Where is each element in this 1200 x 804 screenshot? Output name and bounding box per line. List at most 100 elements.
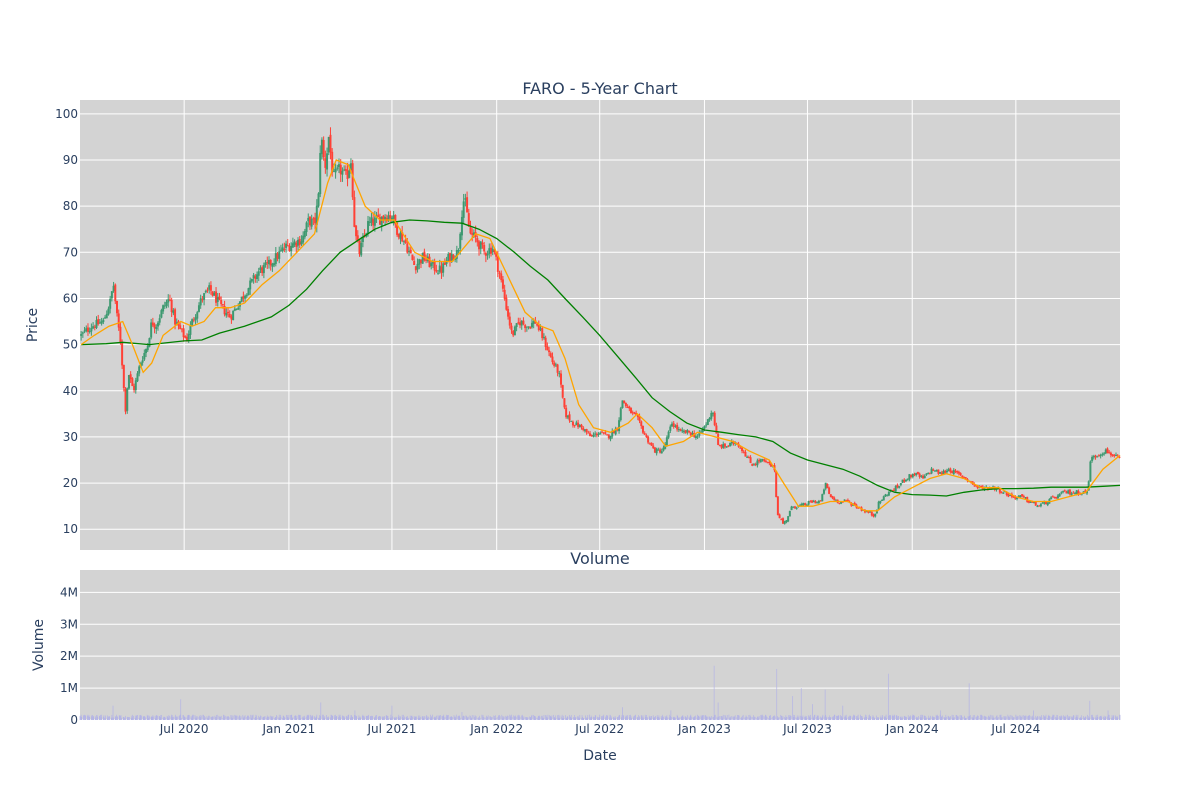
volume-bar	[282, 717, 283, 720]
volume-bar	[861, 716, 863, 720]
volume-bar	[688, 716, 690, 720]
candle-body	[814, 501, 817, 504]
candle-body	[227, 311, 230, 314]
price-y-tick-label: 80	[63, 199, 78, 213]
candle-body	[1007, 494, 1010, 497]
volume-bar	[204, 717, 206, 720]
volume-bar	[924, 715, 926, 720]
volume-bar	[295, 717, 297, 720]
volume-bar	[451, 716, 453, 720]
volume-bar	[721, 716, 722, 720]
volume-bar	[629, 717, 631, 720]
volume-bar	[694, 716, 696, 720]
volume-bar	[971, 717, 973, 720]
volume-bar	[1065, 716, 1066, 720]
candle-body	[1044, 501, 1047, 505]
volume-bar	[434, 717, 436, 720]
volume-bar	[860, 714, 861, 720]
candle-body	[648, 443, 651, 445]
volume-bar	[1079, 717, 1081, 720]
volume-bar	[398, 718, 400, 720]
candle-body	[817, 500, 820, 503]
x-tick-label: Jan 2022	[469, 722, 523, 736]
volume-bar	[240, 718, 241, 720]
candle-body	[546, 346, 549, 351]
candle-body	[349, 163, 352, 171]
volume-bar	[92, 716, 94, 720]
volume-bar	[932, 716, 934, 720]
volume-bar	[150, 716, 152, 720]
volume-bar	[95, 717, 97, 720]
volume-bar	[638, 717, 640, 720]
candle-body	[180, 328, 183, 330]
volume-bar	[539, 715, 540, 720]
volume-bar	[976, 717, 977, 720]
volume-bar	[405, 717, 407, 720]
volume-bar	[447, 715, 449, 720]
volume-bar	[339, 716, 340, 720]
candle-body	[578, 425, 581, 428]
volume-bar	[893, 716, 894, 720]
volume-bar	[614, 716, 616, 720]
volume-bar	[742, 715, 743, 720]
volume-bar	[167, 717, 169, 720]
x-tick-label: Jul 2020	[159, 722, 209, 736]
candle-body	[708, 417, 711, 420]
candle-body	[404, 239, 407, 243]
candle-body	[641, 425, 644, 433]
candle-body	[775, 471, 778, 497]
volume-bar	[920, 714, 922, 720]
volume-bar	[511, 716, 513, 720]
volume-bar	[136, 715, 137, 720]
candle-body	[1072, 492, 1075, 494]
volume-bar	[981, 715, 983, 720]
volume-bar	[1016, 715, 1018, 720]
volume-bar	[415, 716, 417, 720]
volume-bar	[320, 702, 322, 720]
volume-bar	[992, 715, 994, 720]
volume-bar	[335, 714, 336, 720]
volume-bar	[1069, 715, 1071, 720]
volume-bar	[256, 715, 257, 720]
volume-bar	[311, 715, 313, 720]
volume-bar	[318, 717, 320, 720]
volume-bar	[650, 717, 651, 720]
candle-body	[179, 325, 182, 330]
volume-bar	[307, 715, 309, 720]
volume-bar	[725, 715, 726, 720]
candle-body	[498, 272, 501, 274]
volume-bar	[384, 716, 385, 720]
volume-bar	[830, 717, 832, 720]
volume-bar	[611, 717, 613, 720]
volume-bar	[274, 718, 276, 720]
volume-bar	[247, 715, 249, 720]
volume-bar	[675, 717, 676, 720]
volume-bar	[1029, 714, 1030, 720]
candle-body	[269, 260, 272, 266]
candle-body	[840, 501, 843, 504]
volume-bar	[995, 717, 997, 720]
volume-bar	[724, 714, 726, 720]
volume-bar	[610, 715, 611, 720]
volume-bar	[263, 716, 265, 720]
candle-body	[105, 313, 108, 319]
candle-body	[1070, 493, 1073, 496]
volume-bar	[972, 715, 974, 720]
candle-body	[937, 469, 940, 474]
volume-bar	[939, 714, 941, 720]
volume-bar	[286, 714, 287, 720]
volume-bar	[876, 715, 877, 720]
volume-bar	[379, 716, 381, 720]
volume-bar	[961, 717, 963, 720]
volume-bar	[733, 717, 734, 720]
volume-bar	[465, 715, 467, 720]
volume-bar	[1095, 715, 1097, 720]
volume-bar	[569, 716, 571, 720]
candle-body	[657, 449, 660, 451]
candle-body	[373, 217, 376, 226]
candle-body	[464, 198, 467, 200]
candle-body	[590, 435, 593, 437]
volume-bar	[1112, 716, 1114, 720]
volume-bar	[1100, 715, 1102, 720]
volume-bar	[698, 716, 700, 720]
